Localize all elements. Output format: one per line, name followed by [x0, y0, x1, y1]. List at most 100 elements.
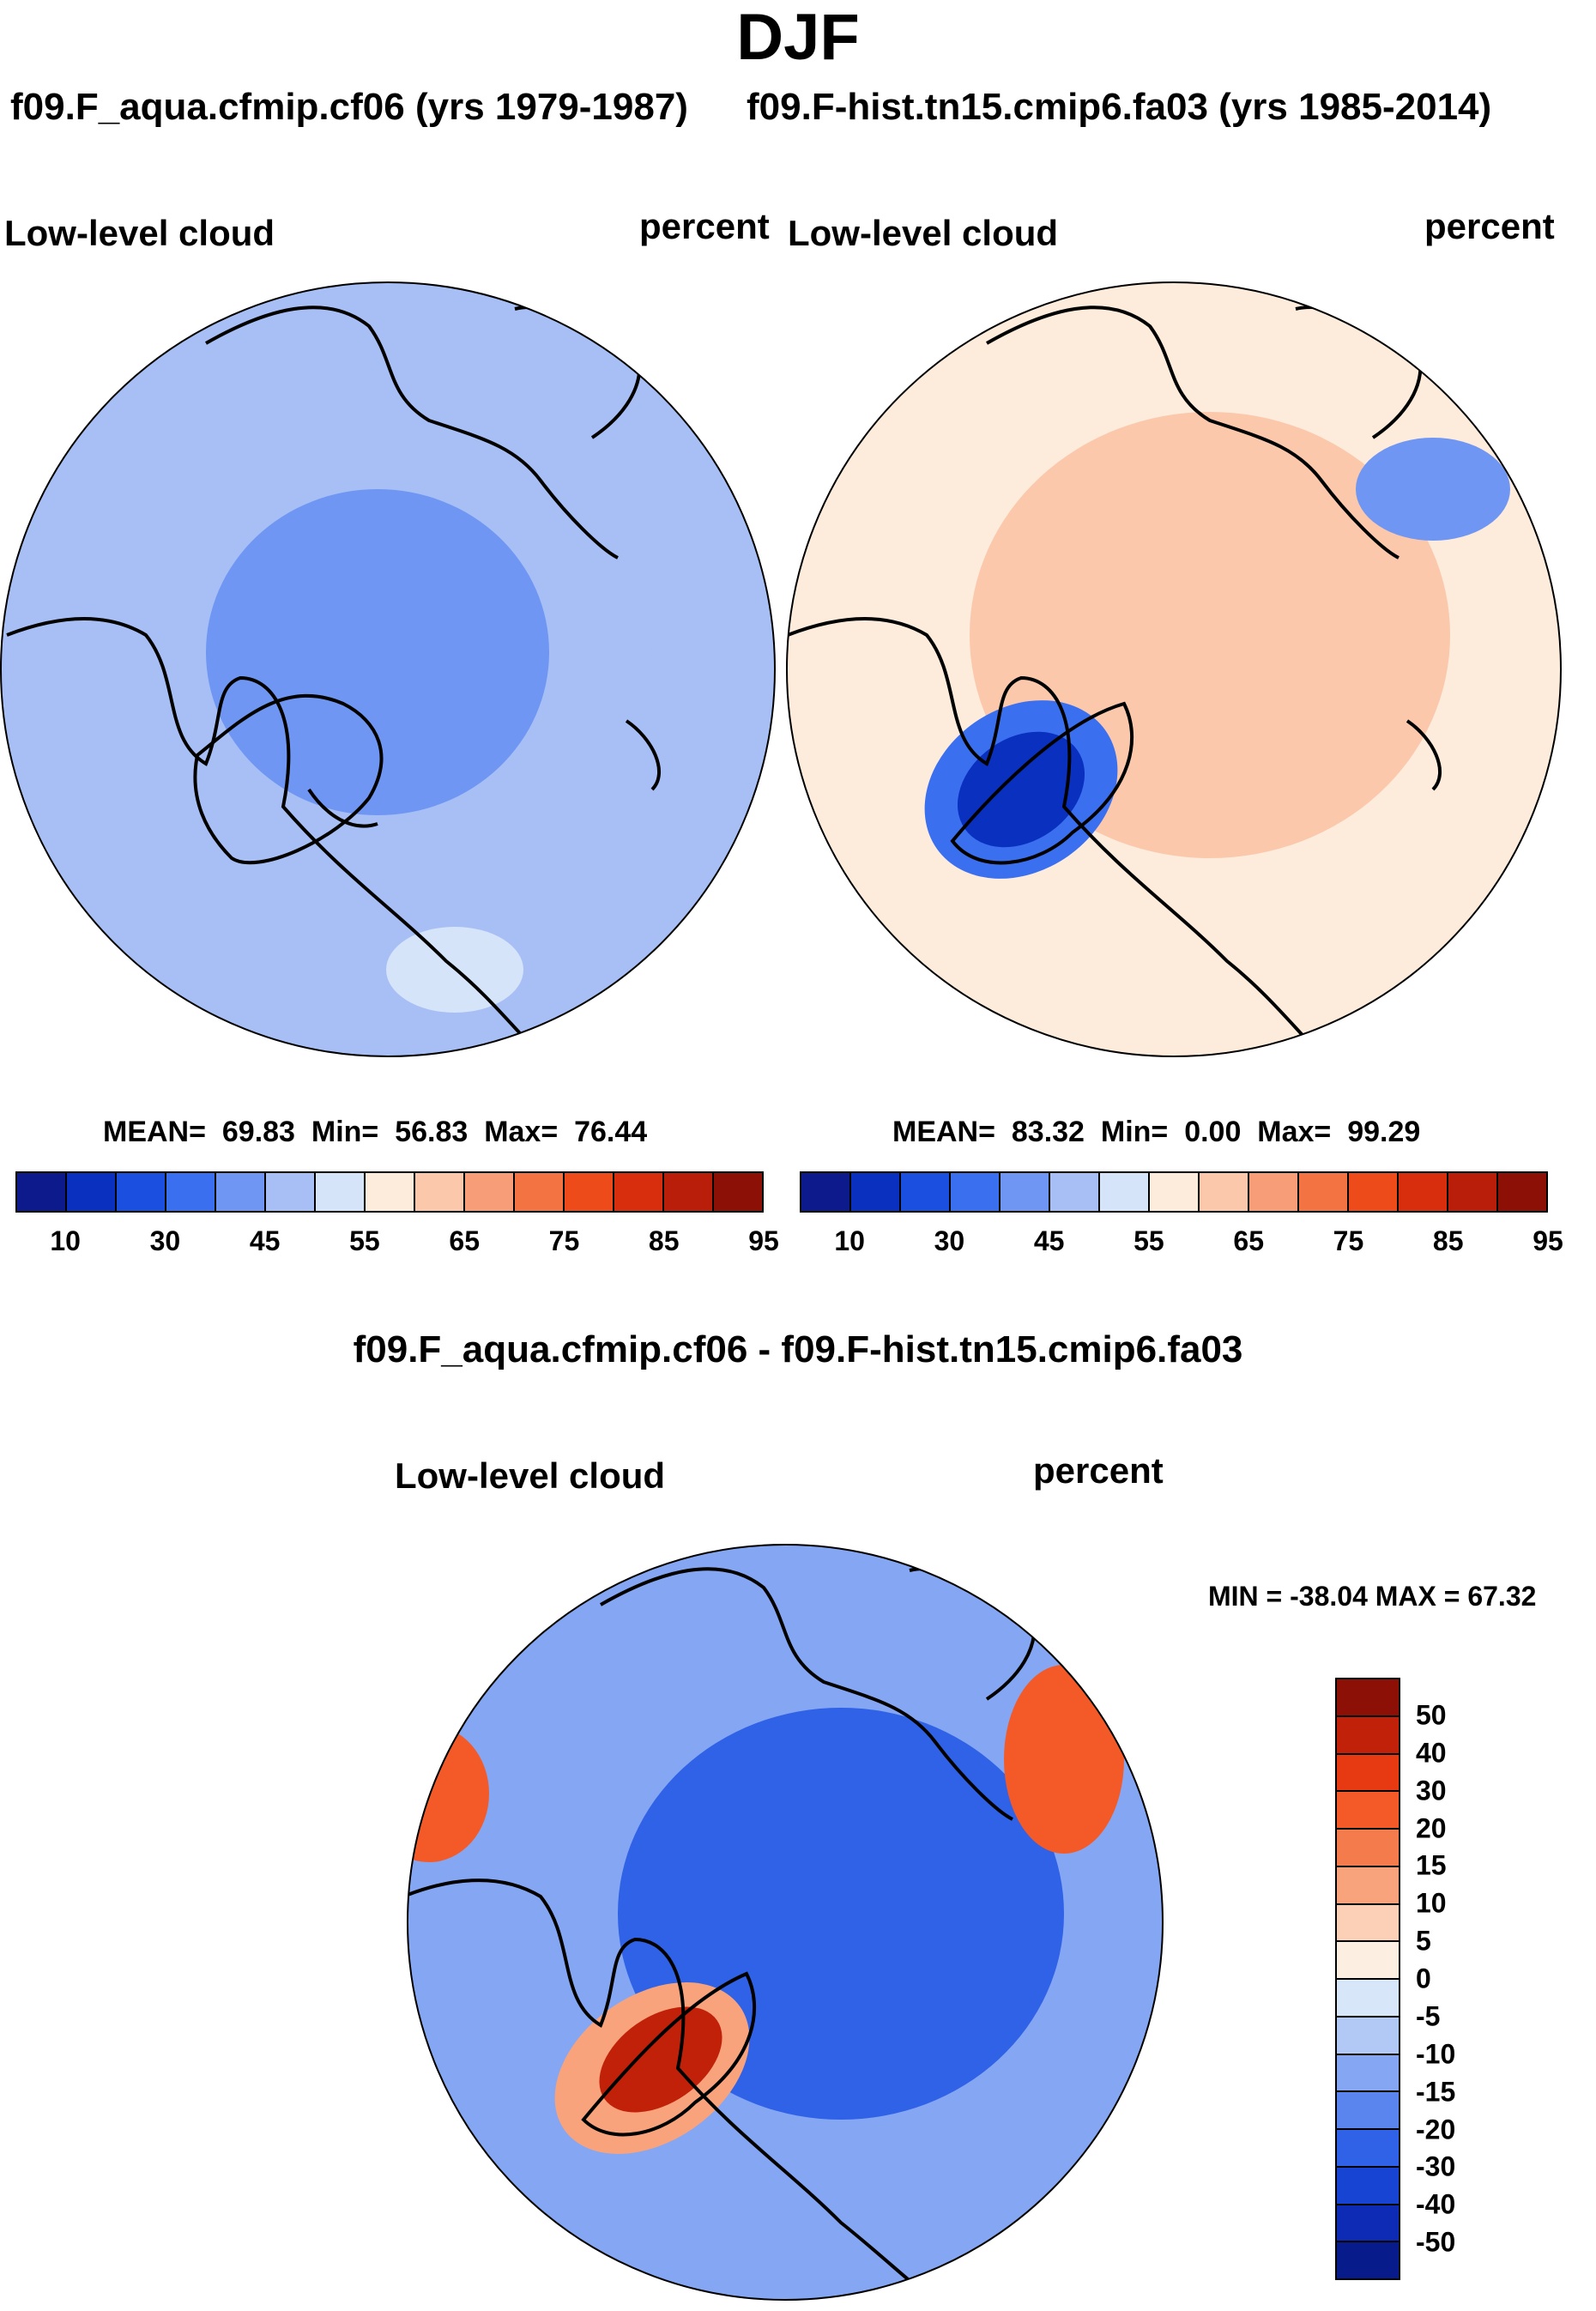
panel1-variable: Low-level cloud — [4, 213, 275, 253]
colorbar-tick-label: 75 — [548, 1225, 580, 1256]
panel1-units: percent — [639, 206, 770, 246]
colorbar-swatch — [1498, 1173, 1546, 1211]
colorbar-swatch — [465, 1173, 515, 1211]
colorbar-tick-label: 50 — [1416, 1699, 1447, 1731]
colorbar-swatch — [1337, 2242, 1399, 2278]
region-north-pole — [206, 489, 549, 815]
colorbar-swatch — [316, 1173, 366, 1211]
colorbar-tick-label: 65 — [449, 1225, 480, 1256]
colorbar-swatch — [1100, 1173, 1150, 1211]
colorbar-tick-label: 30 — [149, 1225, 181, 1256]
colorbar-swatch — [614, 1173, 664, 1211]
colorbar-swatch — [1337, 2092, 1399, 2130]
colorbar-swatch — [515, 1173, 565, 1211]
colorbar-tick-label: 5 — [1416, 1925, 1431, 1957]
colorbar-swatch — [1448, 1173, 1498, 1211]
colorbar-swatch — [1337, 1904, 1399, 1943]
map-difference — [407, 1544, 1164, 2301]
colorbar-swatch — [1337, 1716, 1399, 1755]
colorbar-tick-label: 0 — [1416, 1963, 1431, 1994]
colorbar-swatch — [117, 1173, 166, 1211]
colorbar-swatch — [1337, 2205, 1399, 2243]
colorbar-swatch — [1001, 1173, 1050, 1211]
coastlines — [408, 1567, 1037, 2300]
colorbar-swatch — [216, 1173, 266, 1211]
panel2-stats: MEAN= 83.32 Min= 0.00 Max= 99.29 — [892, 1116, 1421, 1148]
diff-case-title: f09.F_aqua.cfmip.cf06 - f09.F-hist.tn15.… — [353, 1328, 1243, 1370]
region-tibet — [1004, 1665, 1124, 1854]
colorbar-swatch — [1299, 1173, 1349, 1211]
colorbar-swatch — [266, 1173, 316, 1211]
region-greenland — [599, 2006, 722, 2113]
colorbar-swatch — [67, 1173, 117, 1211]
colorbar-tick-label: 55 — [349, 1225, 380, 1256]
colorbar-tick-label: -15 — [1416, 2076, 1456, 2108]
panel2-variable: Low-level cloud — [788, 213, 1059, 253]
colorbar-tick-label: -20 — [1416, 2114, 1456, 2145]
colorbar-swatch — [1337, 2130, 1399, 2168]
colorbar-tick-label: -40 — [1416, 2188, 1456, 2220]
colorbar-swatch — [1337, 2167, 1399, 2205]
colorbar-tick-label: 10 — [834, 1225, 865, 1256]
diff-units: percent — [1033, 1450, 1164, 1491]
colorbar-difference — [1335, 1678, 1400, 2280]
map-difference-frame — [407, 1544, 1164, 2301]
colorbar-tick-label: -5 — [1416, 2000, 1441, 2032]
colorbar-tick-label: 55 — [1134, 1225, 1164, 1256]
colorbar-tick-label: 75 — [1333, 1225, 1364, 1256]
colorbar-swatch — [1337, 1830, 1399, 1867]
panel1-case-title: f09.F_aqua.cfmip.cf06 (yrs 1979-1987) — [10, 86, 688, 128]
colorbar-swatch — [664, 1173, 714, 1211]
colorbar-tick-label: 10 — [50, 1225, 81, 1256]
colorbar-tick-label: 65 — [1233, 1225, 1264, 1256]
colorbar-swatch — [1200, 1173, 1249, 1211]
colorbar-swatch — [1349, 1173, 1399, 1211]
colorbar-tick-label: 95 — [1533, 1225, 1563, 1256]
map-control-frame — [0, 281, 776, 1057]
colorbar-swatch — [851, 1173, 901, 1211]
panel2-case-title: f09.F-hist.tn15.cmip6.fa03 (yrs 1985-201… — [747, 86, 1492, 128]
colorbar-swatch — [1337, 1866, 1399, 1905]
colorbar-tick-label: 45 — [1033, 1225, 1065, 1256]
colorbar-control — [15, 1171, 764, 1213]
colorbar-tick-label: -50 — [1416, 2226, 1456, 2258]
colorbar-swatch — [1399, 1173, 1448, 1211]
map-control — [0, 281, 776, 1057]
colorbar-swatch — [415, 1173, 465, 1211]
colorbar-tick-label: 95 — [748, 1225, 779, 1256]
colorbar-swatch — [1150, 1173, 1200, 1211]
colorbar-swatch — [714, 1173, 762, 1211]
diff-variable: Low-level cloud — [395, 1455, 666, 1496]
colorbar-swatch — [565, 1173, 614, 1211]
panel1-stats: MEAN= 69.83 Min= 56.83 Max= 76.44 — [103, 1116, 648, 1148]
main-title: DJF — [736, 1, 860, 74]
colorbar-swatch — [1337, 1980, 1399, 2018]
colorbar-tick-label: 85 — [1432, 1225, 1464, 1256]
colorbar-swatch — [1337, 1679, 1399, 1717]
colorbar-tick-label: 45 — [249, 1225, 281, 1256]
colorbar-tick-label: -10 — [1416, 2038, 1456, 2070]
colorbar-tick-label: -30 — [1416, 2151, 1456, 2182]
colorbar-swatch — [901, 1173, 951, 1211]
colorbar-swatch — [1050, 1173, 1100, 1211]
colorbar-test — [800, 1171, 1548, 1213]
colorbar-tick-label: 30 — [1416, 1775, 1447, 1806]
colorbar-swatch — [801, 1173, 851, 1211]
diff-stats: MIN = -38.04 MAX = 67.32 — [1208, 1581, 1537, 1612]
region-pacific-edge — [408, 1725, 489, 1862]
colorbar-tick-label: 85 — [648, 1225, 680, 1256]
panel2-units: percent — [1424, 206, 1555, 246]
colorbar-swatch — [1337, 2054, 1399, 2093]
colorbar-tick-label: 15 — [1416, 1849, 1447, 1881]
colorbar-tick-label: 10 — [1416, 1887, 1447, 1919]
colorbar-swatch — [1337, 2017, 1399, 2055]
colorbar-tick-label: 30 — [934, 1225, 965, 1256]
colorbar-swatch — [1249, 1173, 1299, 1211]
map-test — [786, 281, 1562, 1057]
region-tibet — [1356, 438, 1510, 541]
colorbar-swatch — [17, 1173, 67, 1211]
colorbar-swatch — [1337, 1942, 1399, 1980]
colorbar-swatch — [166, 1173, 216, 1211]
colorbar-swatch — [1337, 1792, 1399, 1830]
colorbar-tick-label: 20 — [1416, 1812, 1447, 1843]
